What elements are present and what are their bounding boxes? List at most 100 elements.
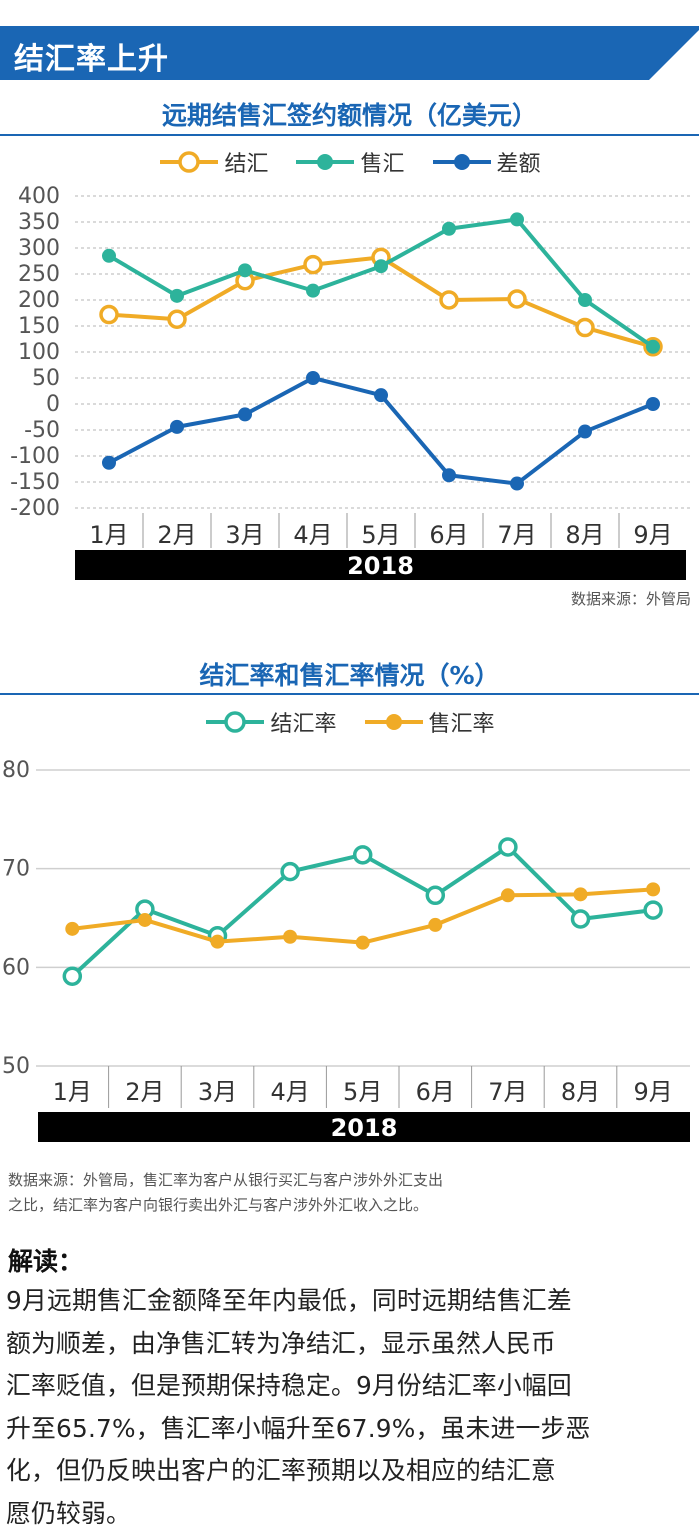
x-tick-label: 8月 — [561, 1078, 600, 1106]
chart2-plot: 80 70 60 50 1月 2月 3月 4月 5月 6月 7月 8月 9月 2018 — [2, 758, 690, 1142]
year-label: 2018 — [331, 1114, 398, 1142]
legend-label-chae: 差额 — [496, 152, 541, 177]
data-point — [507, 289, 527, 309]
data-point — [170, 419, 184, 434]
legend-marker-shouhuilv — [364, 714, 423, 730]
data-point — [425, 885, 446, 906]
year-bar — [75, 550, 686, 580]
x-tick-label: 9月 — [633, 521, 672, 549]
y-tick-label: 150 — [18, 314, 60, 339]
data-point — [374, 259, 388, 274]
x-tick-label: 3月 — [225, 521, 264, 549]
x-tick-label: 1月 — [53, 1078, 92, 1106]
x-tick-label: 4月 — [270, 1078, 309, 1106]
legend-marker-chae — [432, 154, 491, 170]
data-point — [355, 935, 370, 950]
data-point — [62, 966, 83, 986]
x-tick-label: 6月 — [416, 1078, 455, 1106]
data-point — [238, 407, 252, 422]
data-point — [65, 921, 80, 936]
y-tick-label: 350 — [18, 210, 60, 235]
legend-label-shouhuilv: 售汇率 — [428, 712, 495, 737]
data-point — [570, 909, 591, 929]
banner-background — [0, 26, 699, 80]
analysis-line: 升至65.7%，售汇率小幅升至67.9%，虽未进一步恶 — [6, 1413, 591, 1443]
data-point — [210, 934, 225, 949]
legend-item-shouhui: 售汇 — [294, 146, 405, 178]
y-tick-label: 70 — [2, 857, 30, 882]
data-point — [283, 929, 298, 944]
x-tick-label: 6月 — [429, 521, 468, 549]
legend-item-chae: 差额 — [431, 146, 541, 178]
analysis-line: 额为顺差，由净售汇转为净结汇，显示虽然人民币 — [6, 1328, 556, 1358]
data-point — [303, 254, 323, 275]
footnote: 数据来源：外管局，售汇率为客户从银行买汇与客户涉外外汇支出 之比，结汇率为客户向… — [8, 1168, 688, 1218]
y-tick-label: 250 — [18, 262, 60, 287]
data-point — [578, 424, 592, 439]
chart2-title-rule — [0, 693, 699, 695]
series-line-s0 — [70, 844, 654, 978]
data-point — [578, 293, 592, 307]
data-point — [280, 861, 300, 882]
legend-marker-shouhui — [296, 154, 355, 170]
y-tick-label: 80 — [2, 758, 30, 783]
analysis-line: 汇率贬值，但是预期保持稳定。9月份结汇率小幅回 — [6, 1371, 572, 1401]
footnote-line-1: 数据来源：外管局，售汇率为客户从银行买汇与客户涉外外汇支出 — [8, 1171, 444, 1189]
legend-item-jiehui: 结汇 — [158, 146, 268, 178]
data-point — [498, 837, 518, 857]
series-line-s1 — [107, 217, 655, 349]
chart1-source: 数据来源：外管局 — [570, 590, 691, 608]
data-point — [510, 212, 524, 227]
legend-item-jiehuilv: 结汇率 — [204, 706, 337, 738]
y-tick-label: 60 — [2, 955, 30, 980]
data-point — [646, 397, 660, 411]
data-point — [170, 288, 184, 303]
chart2-legend: 结汇率 售汇率 — [0, 706, 699, 738]
x-tick-label: 7月 — [488, 1078, 527, 1106]
legend-item-shouhuilv: 售汇率 — [363, 706, 495, 738]
x-tick-label: 2月 — [157, 521, 196, 549]
data-point — [99, 304, 119, 325]
x-tick-label: 2月 — [125, 1078, 164, 1106]
legend-marker-jiehuilv — [206, 711, 265, 733]
data-point — [428, 917, 443, 932]
data-point — [439, 290, 459, 310]
data-point — [500, 888, 515, 903]
y-tick-label: 100 — [18, 340, 60, 365]
data-point — [238, 263, 252, 278]
data-point — [306, 371, 320, 385]
data-point — [374, 388, 388, 403]
legend-label-jiehui: 结汇 — [224, 152, 269, 177]
chart2-title: 结汇率和售汇率情况（%） — [199, 661, 500, 690]
legend-label-shouhui: 售汇 — [360, 152, 405, 177]
data-point — [573, 887, 588, 902]
y-tick-label: 200 — [18, 288, 60, 313]
y-tick-label: 50 — [32, 366, 60, 391]
chart1-title-rule — [0, 134, 699, 136]
analysis-line: 化，但仍反映出客户的汇率预期以及相应的结汇意 — [6, 1456, 556, 1486]
analysis-title: 解读： — [8, 1247, 84, 1276]
analysis-line: 9月远期售汇金额降至年内最低，同时远期结售汇差 — [6, 1286, 572, 1315]
y-tick-label: 400 — [18, 184, 60, 209]
data-point — [306, 283, 320, 298]
analysis-body: 9月远期售汇金额降至年内最低，同时远期结售汇差 额为顺差，由净售汇转为净结汇，显… — [6, 1280, 694, 1536]
data-point — [102, 248, 116, 263]
y-tick-label: 50 — [2, 1054, 30, 1079]
data-point — [510, 476, 524, 491]
data-point — [442, 221, 456, 236]
legend-marker-jiehui — [160, 151, 219, 173]
data-point — [646, 882, 661, 897]
data-point — [167, 309, 187, 329]
data-point — [643, 900, 663, 920]
banner-title: 结汇率上升 — [14, 42, 169, 77]
y-tick-label: -150 — [10, 470, 60, 495]
footnote-line-2: 之比，结汇率为客户向银行卖出外汇与客户涉外外汇收入之比。 — [8, 1196, 429, 1214]
data-point — [442, 468, 456, 483]
banner: 结汇率上升 — [0, 26, 699, 80]
data-point — [137, 912, 152, 927]
chart1-legend: 结汇 售汇 差额 — [0, 146, 699, 178]
legend-label-jiehuilv: 结汇率 — [270, 712, 337, 737]
year-label: 2018 — [347, 552, 414, 580]
x-tick-label: 7月 — [497, 521, 536, 549]
